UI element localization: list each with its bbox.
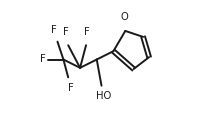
Text: F: F — [84, 27, 90, 37]
Text: F: F — [67, 83, 73, 93]
Text: O: O — [120, 12, 127, 22]
Text: F: F — [40, 55, 46, 64]
Text: F: F — [51, 25, 57, 35]
Text: F: F — [63, 27, 68, 37]
Text: HO: HO — [96, 91, 111, 101]
